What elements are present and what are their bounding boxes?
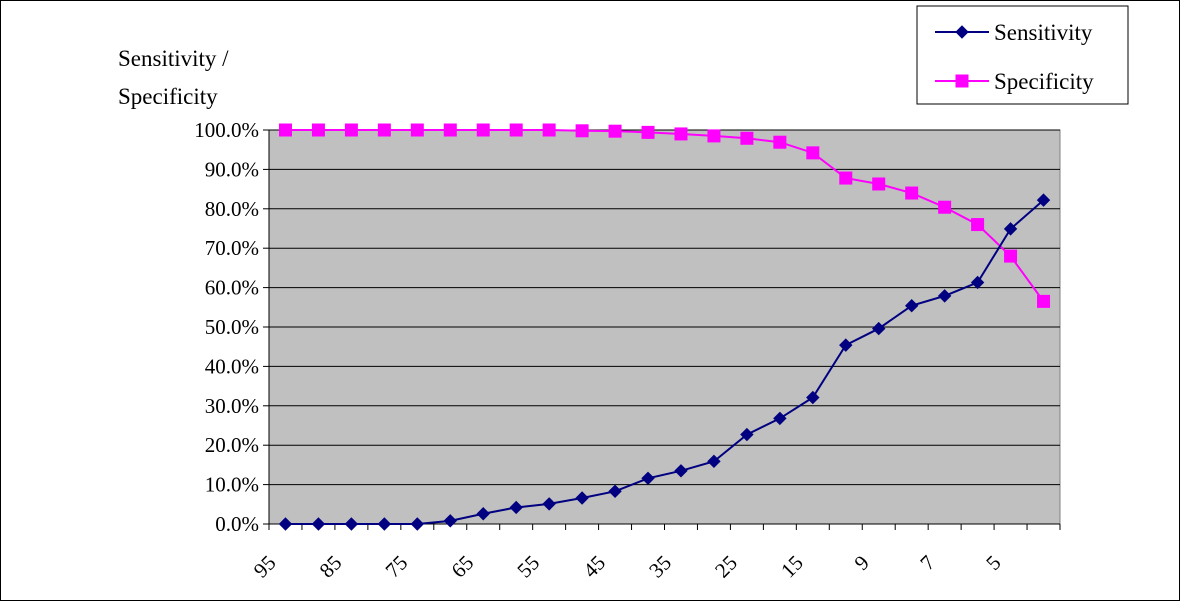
data-point <box>311 517 326 531</box>
x-tick-label: 35 <box>644 551 676 583</box>
data-point <box>773 411 787 426</box>
y-tick-label: 100.0% <box>194 118 259 142</box>
legend-items: Sensitivity Specificity <box>935 20 1094 94</box>
data-point <box>905 186 919 200</box>
data-point <box>278 517 293 531</box>
data-point <box>806 146 820 160</box>
data-point <box>674 464 688 478</box>
y-axis-label-line-1: Sensitivity / <box>118 46 229 71</box>
data-point <box>839 171 853 185</box>
data-point <box>344 517 359 531</box>
legend-box <box>916 5 1129 105</box>
data-point <box>509 123 523 137</box>
legend-label: Specificity <box>994 69 1094 94</box>
y-axis-label-line-2: Specificity <box>118 84 218 109</box>
data-point <box>872 321 886 336</box>
y-tick-label: 40.0% <box>205 354 259 378</box>
data-point <box>542 497 556 511</box>
gridlines <box>269 129 1060 525</box>
x-tick-label: 5 <box>981 551 1005 575</box>
data-point <box>773 135 787 149</box>
series-specificity <box>278 123 1051 308</box>
x-tick-label: 15 <box>776 551 808 583</box>
legend-marker <box>955 25 969 39</box>
series-sensitivity <box>278 193 1051 531</box>
data-point <box>1037 294 1051 308</box>
x-tick-label: 95 <box>249 551 281 583</box>
data-point <box>1036 193 1051 207</box>
data-point <box>970 275 985 290</box>
legend: Sensitivity Specificity <box>916 5 1129 105</box>
data-point <box>872 177 886 191</box>
y-tick-label: 60.0% <box>205 276 259 300</box>
data-point <box>410 123 424 137</box>
data-point <box>938 200 952 214</box>
data-point <box>1003 222 1018 236</box>
data-point <box>476 123 490 137</box>
legend-item: Specificity <box>935 69 1094 94</box>
data-point <box>410 517 425 531</box>
data-point <box>278 123 292 137</box>
x-tick-label: 55 <box>512 551 544 583</box>
y-tick-label: 0.0% <box>215 512 259 536</box>
legend-marker <box>955 74 969 88</box>
x-tick-label: 7 <box>915 551 939 575</box>
y-tick-label: 80.0% <box>205 197 259 221</box>
data-point <box>443 123 457 137</box>
data-point <box>937 289 952 303</box>
data-point <box>575 491 589 505</box>
y-axis-label: Sensitivity / Specificity <box>118 46 229 109</box>
data-point <box>311 123 325 137</box>
legend-label: Sensitivity <box>994 20 1093 45</box>
data-point <box>1004 249 1018 263</box>
data-point <box>839 338 853 352</box>
y-tick-label: 50.0% <box>205 315 259 339</box>
x-tick-label: 45 <box>578 551 610 583</box>
data-point <box>641 471 655 486</box>
y-tick-label: 20.0% <box>205 433 259 457</box>
y-tick-label: 90.0% <box>205 157 259 181</box>
data-point <box>674 127 688 141</box>
data-point <box>904 299 919 313</box>
legend-item: Sensitivity <box>935 20 1093 45</box>
y-tick-label: 70.0% <box>205 236 259 260</box>
x-tick-labels: 95 85 75 65 55 45 35 25 15 9 7 5 <box>249 551 1006 583</box>
x-tick-label: 85 <box>315 551 347 583</box>
data-point <box>608 124 622 138</box>
data-point <box>509 500 523 515</box>
series-layer <box>278 123 1051 531</box>
data-point <box>641 125 655 139</box>
data-point <box>542 123 556 137</box>
y-tick-labels: 0.0% 10.0% 20.0% 30.0% 40.0% 50.0% 60.0% 70.0% 8… <box>194 118 259 536</box>
data-point <box>476 507 490 521</box>
x-tick-label: 9 <box>849 551 873 575</box>
x-tick-label: 65 <box>446 551 478 583</box>
data-point <box>707 454 721 469</box>
data-point <box>608 484 622 499</box>
x-tick-label: 75 <box>381 551 413 583</box>
x-tick-label: 25 <box>710 551 742 583</box>
data-point <box>377 517 392 531</box>
data-point <box>377 123 391 137</box>
data-point <box>971 218 985 232</box>
data-point <box>740 427 754 442</box>
data-point <box>707 129 721 143</box>
data-point <box>740 131 754 145</box>
data-point <box>806 390 820 405</box>
y-tick-label: 30.0% <box>205 394 259 418</box>
data-point <box>443 514 457 528</box>
data-point <box>344 123 358 137</box>
data-point <box>575 124 589 138</box>
y-tick-label: 10.0% <box>205 473 259 497</box>
